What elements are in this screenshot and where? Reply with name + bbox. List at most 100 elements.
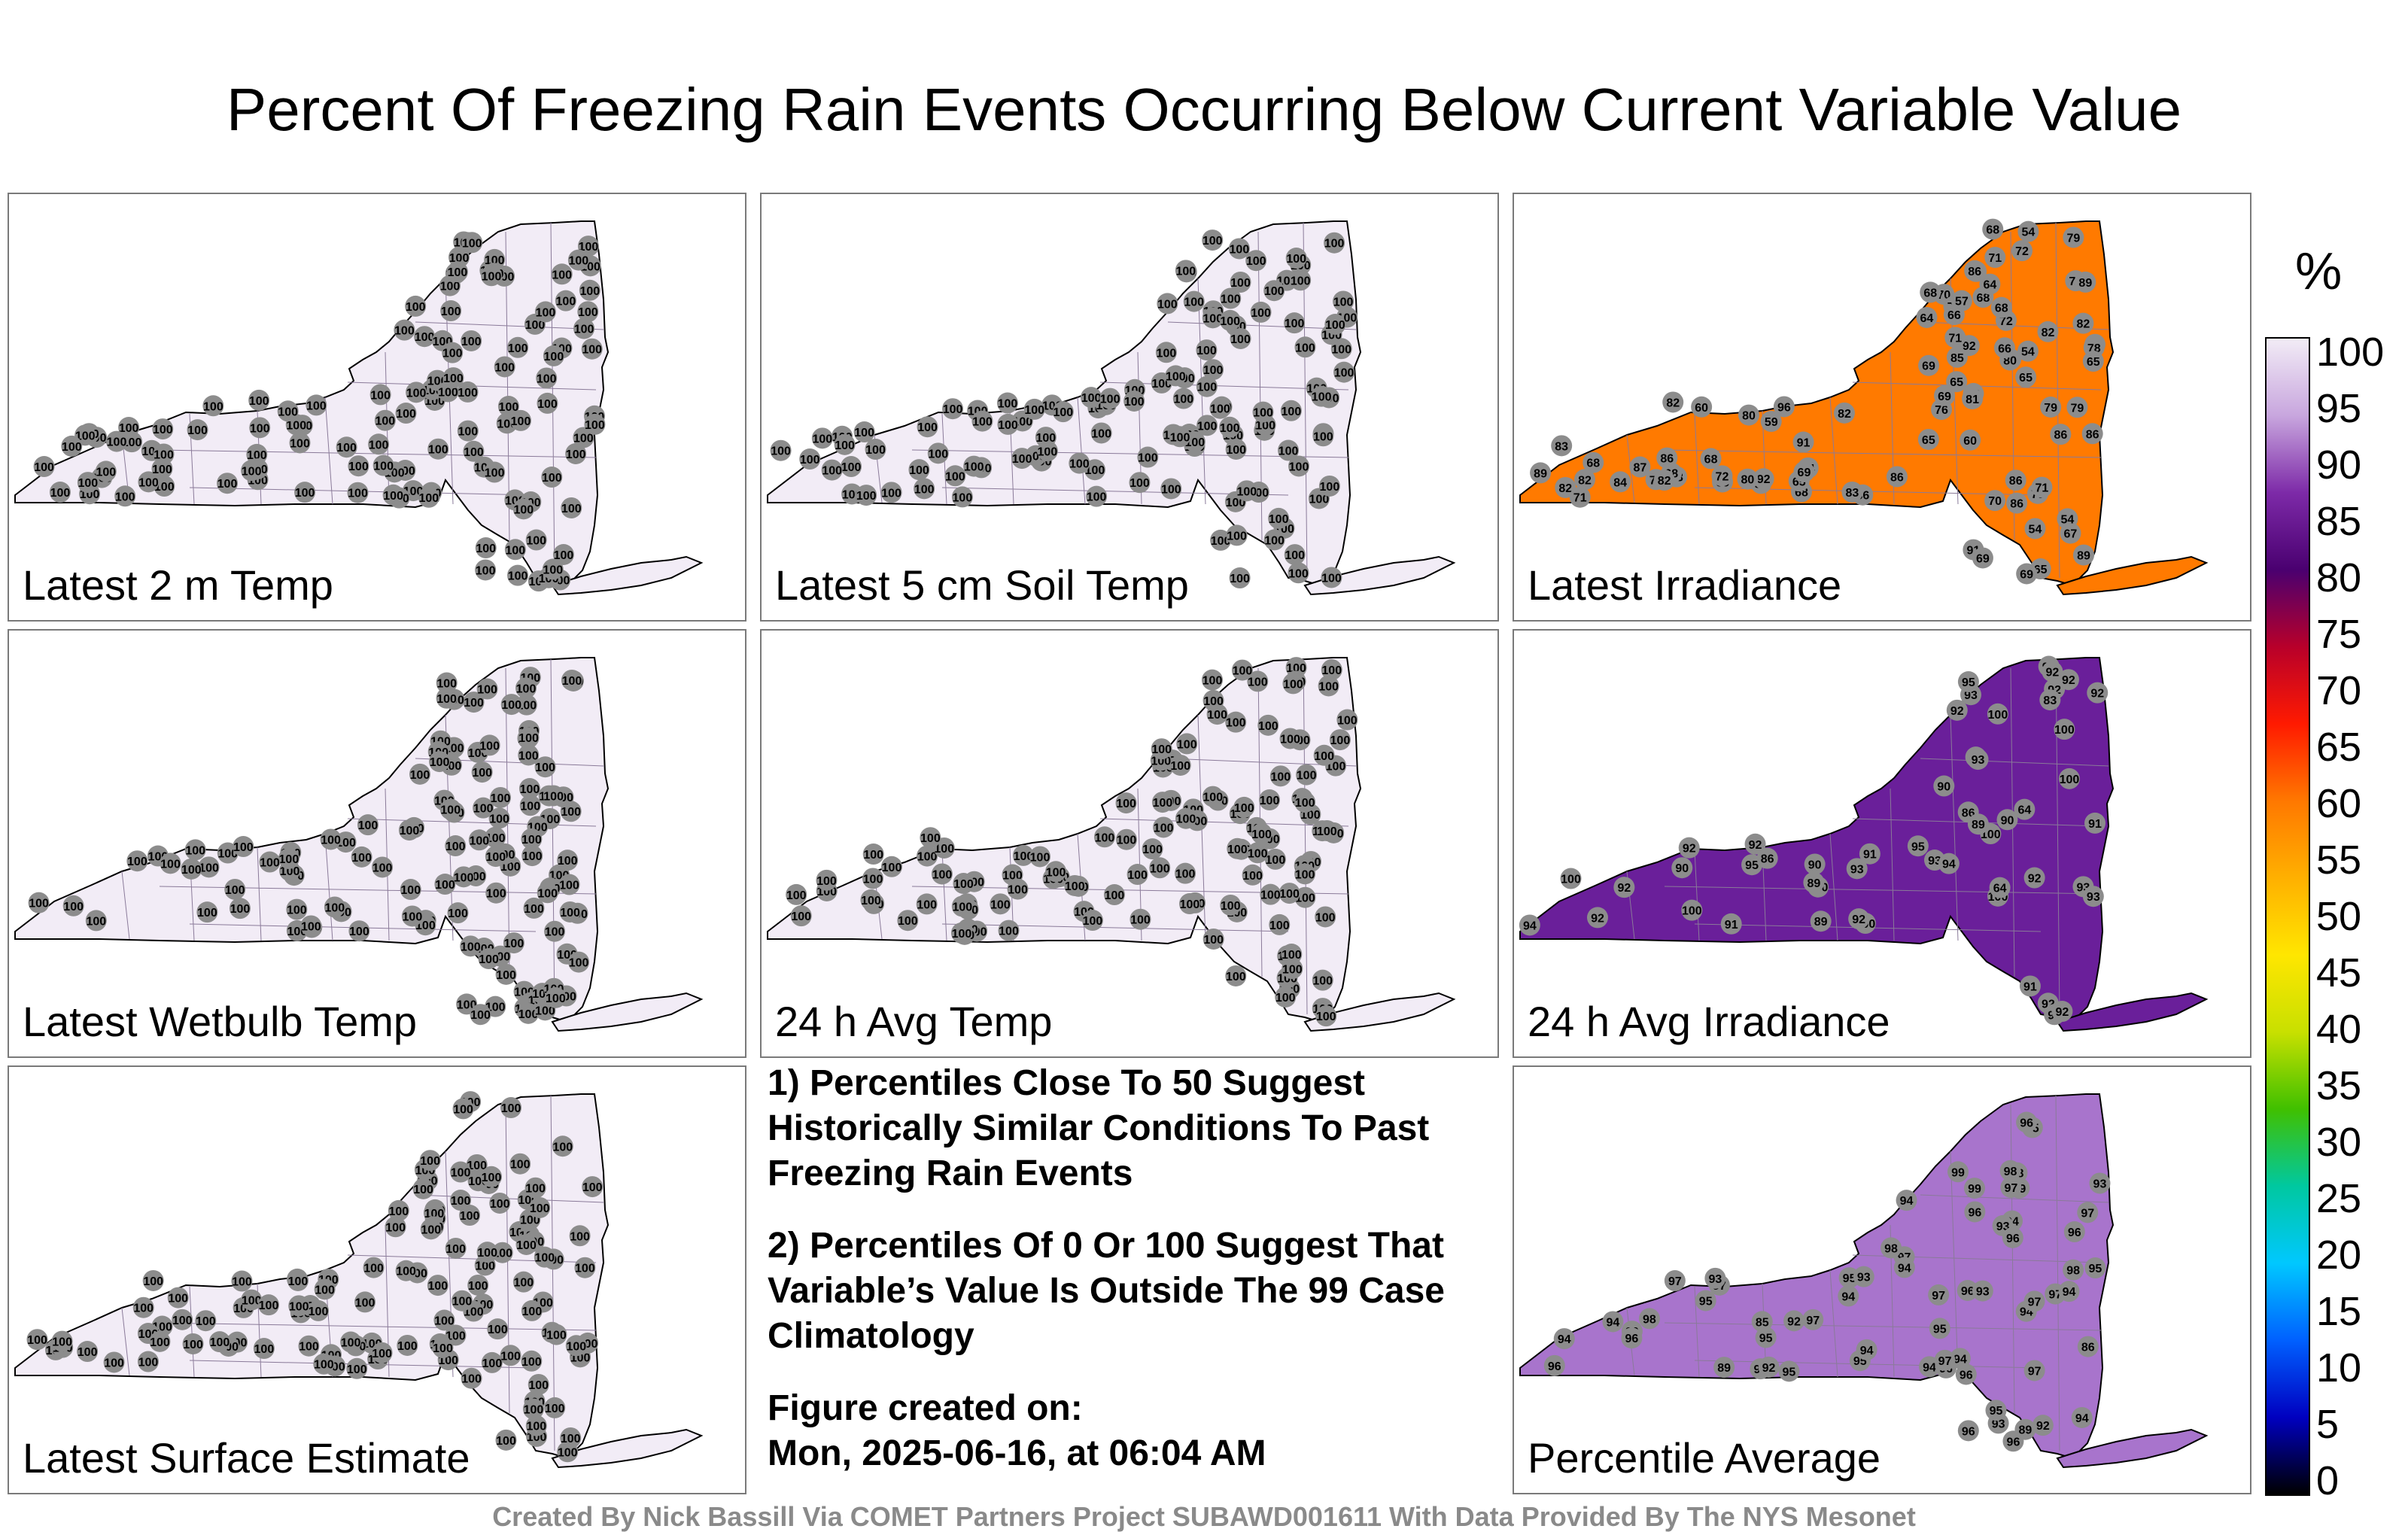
station-marker [1175, 862, 1196, 884]
station-value: 100 [464, 697, 484, 710]
station-marker [440, 300, 462, 322]
station-marker [1115, 828, 1137, 850]
station-value: 100 [1264, 285, 1285, 298]
station-marker [500, 1097, 522, 1119]
station-marker [1029, 846, 1050, 868]
station-value: 100 [501, 1102, 521, 1115]
station-marker [2063, 226, 2084, 248]
station-value: 100 [1053, 406, 1073, 419]
station-marker [1519, 914, 1540, 936]
station-value: 100 [448, 907, 468, 920]
station-value: 100 [1069, 458, 1090, 471]
station-marker [1653, 470, 1675, 491]
station-value: 100 [107, 436, 127, 449]
station-marker [1760, 411, 1782, 433]
station-value: 100 [530, 1202, 550, 1215]
station-value: 100 [154, 481, 175, 494]
station-marker [1956, 1280, 1978, 1302]
station-marker [2066, 397, 2088, 418]
station-value: 100 [363, 1263, 384, 1275]
station-value: 100 [945, 470, 965, 483]
station-value: 91 [2088, 818, 2102, 831]
station-marker [543, 345, 564, 366]
station-marker [1288, 562, 1309, 584]
station-marker [2075, 271, 2096, 293]
station-marker [816, 869, 838, 891]
station-value: 100 [86, 915, 106, 928]
station-marker [1336, 709, 1358, 731]
station-marker [2058, 1281, 2080, 1302]
station-value: 100 [556, 296, 576, 309]
station-value: 100 [800, 454, 820, 467]
station-value: 80 [1741, 474, 1755, 487]
station-value: 100 [1138, 452, 1158, 465]
station-value: 100 [458, 387, 478, 400]
station-marker [951, 486, 973, 508]
panel-label: Latest Irradiance [1528, 561, 1842, 609]
station-value: 100 [1312, 975, 1333, 988]
station-value: 92 [1963, 340, 1976, 353]
station-marker [450, 1161, 472, 1183]
station-value: 100 [406, 387, 427, 400]
station-value: 94 [1942, 859, 1956, 871]
station-value: 100 [1258, 720, 1278, 733]
station-value: 96 [1968, 1206, 1981, 1219]
station-value: 100 [372, 862, 393, 874]
station-value: 100 [348, 488, 368, 500]
station-marker [33, 456, 55, 478]
station-marker [1175, 260, 1196, 281]
station-marker [1225, 438, 1247, 460]
station-value: 100 [524, 903, 544, 916]
station-value: 100 [575, 1263, 595, 1275]
station-marker [519, 795, 541, 816]
station-value: 100 [528, 1379, 549, 1392]
station-value: 100 [217, 478, 238, 491]
station-value: 100 [558, 855, 578, 868]
station-marker [489, 1192, 511, 1214]
station-value: 100 [1283, 678, 1303, 691]
colorbar-tick-label: 75 [2316, 612, 2362, 657]
station-value: 100 [545, 1403, 565, 1415]
station-marker [1288, 455, 1310, 477]
station-marker [931, 863, 953, 885]
station-value: 66 [1998, 342, 2011, 355]
station-value: 100 [1981, 828, 2001, 841]
station-marker [897, 910, 919, 932]
station-value: 100 [501, 699, 521, 712]
station-marker [382, 484, 404, 506]
station-value: 100 [521, 834, 542, 847]
station-marker [419, 1150, 441, 1172]
station-value: 100 [1151, 743, 1172, 756]
station-marker [1296, 764, 1318, 786]
station-marker [1103, 884, 1125, 906]
station-marker [77, 1341, 99, 1363]
station-value: 100 [560, 907, 580, 919]
station-marker [2000, 1177, 2022, 1199]
station-value: 97 [1806, 1315, 1820, 1327]
station-marker [1711, 465, 1733, 487]
station-value: 100 [249, 395, 269, 408]
station-value: 100 [242, 1295, 262, 1308]
station-value: 64 [1983, 279, 1996, 292]
station-value: 100 [152, 464, 172, 476]
station-marker [490, 786, 512, 808]
station-marker [1115, 792, 1137, 814]
station-value: 100 [34, 461, 54, 474]
station-value: 80 [1742, 410, 1756, 423]
station-marker [1990, 296, 2012, 318]
station-marker [1151, 792, 1173, 813]
station-value: 89 [1972, 819, 1985, 831]
station-value: 100 [410, 769, 430, 782]
station-marker [524, 1177, 546, 1199]
panel-24h-avg-temp: 100 100 100 100 100 100 100 100 100 100 100 100 100 1… [760, 629, 1499, 1058]
station-marker [420, 1218, 442, 1240]
station-marker [534, 756, 556, 778]
station-value: 100 [448, 266, 468, 279]
station-value: 87 [1633, 462, 1646, 475]
station-value: 100 [1320, 481, 1340, 494]
station-marker [1753, 468, 1774, 490]
station-marker [368, 433, 390, 455]
station-marker [1853, 1266, 1874, 1287]
station-value: 100 [138, 1357, 159, 1369]
station-marker [1230, 271, 1251, 293]
